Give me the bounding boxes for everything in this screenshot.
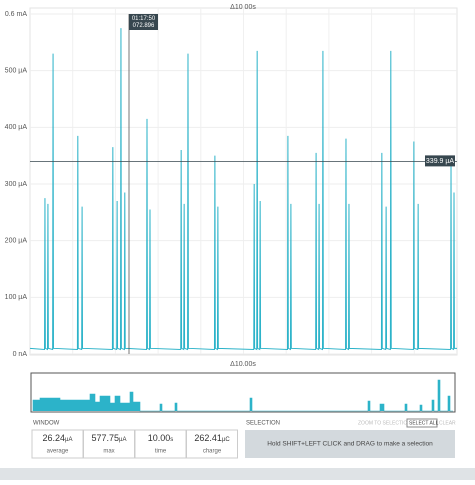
selection-title: SELECTION [246,421,280,427]
y-tick-label: 0.6 mA [5,11,28,18]
window-title: WINDOW [33,421,60,427]
current-trace [29,28,457,351]
stat-number: 577.75 [92,433,120,443]
minimap-trace [32,379,453,412]
stat-box [186,429,238,459]
stat-label: charge [203,449,222,455]
y-tick-label: 400 µA [5,124,28,131]
y-tick-label: 200 µA [5,238,28,245]
select-all-frame [406,418,438,428]
stat-unit: µA [119,437,126,443]
stat-number: 26.24 [43,433,66,443]
marker-label: 339.9 µA [426,158,454,165]
minimap [30,372,456,413]
marker-label-bg [425,155,455,167]
stat-unit: µA [65,437,72,443]
footer-strip [0,468,475,480]
selection-box [245,430,455,458]
stat-value: 10.00s [148,433,174,443]
stat-unit: µC [222,437,230,443]
stat-label: time [155,449,167,455]
cursor-fraction: 072.896 [133,23,155,29]
minimap-duration: Δ10.00s [230,361,256,368]
y-tick-label: 500 µA [5,68,28,75]
stat-label: max [103,449,114,455]
stat-number: 262.41 [194,433,222,443]
stat-value: 577.75µA [92,433,127,443]
selection-hint: Hold SHIFT+LEFT CLICK and DRAG to make a… [267,441,433,448]
stat-value: 26.24µA [43,433,73,443]
cursor-label-bg [129,14,158,30]
window-duration: Δ10.00s [230,4,256,11]
stat-value: 262.41µC [194,433,230,443]
stat-box [83,429,135,459]
stat-label: average [47,449,69,455]
zoom-button[interactable]: ZOOM TO SELECTION [358,420,411,426]
y-tick-label: 0 nA [13,351,28,358]
y-tick-label: 100 µA [5,294,28,301]
stat-box [134,429,187,459]
stat-number: 10.00 [148,433,171,443]
select-all-button[interactable]: SELECT ALL [409,420,439,426]
cursor-time: 01:17:50 [132,16,156,22]
clear-button[interactable]: CLEAR [439,420,456,426]
y-tick-label: 300 µA [5,181,28,188]
stat-unit: s [170,437,173,443]
